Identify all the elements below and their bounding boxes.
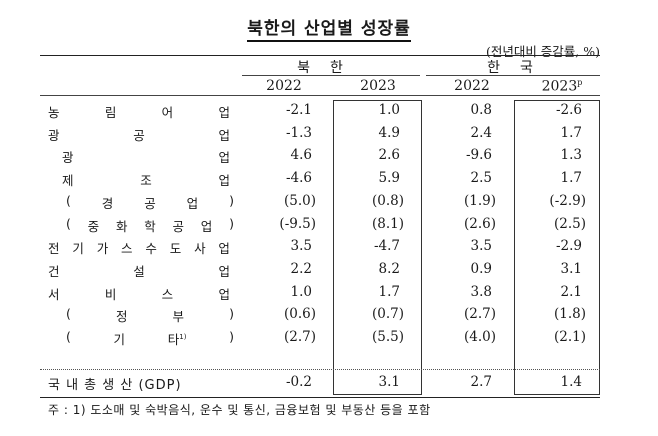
cell-sk-2022: (2.6) [463,215,496,232]
cell-sk-2023: -2.6 [555,102,582,118]
cell-nk-2023: (8.1) [371,215,404,232]
group-header-north-korea: 북한 [297,60,363,76]
footnote: 주 : 1) 도소매 및 숙박음식, 운수 및 통신, 금융보험 및 부동산 등… [48,403,431,417]
row-label: (정 부) [66,306,234,325]
table-row: 건 설 업 2.2 8.2 0.9 3.1 [40,261,600,283]
gdp-separator [40,369,600,370]
cell-sk-2022: (4.0) [463,329,496,345]
cell-sk-2023: (2.5) [553,215,586,232]
cell-nk-2023: 5.9 [378,170,400,187]
row-label: (중 화 학 공 업) [66,215,234,234]
year-nk-2023: 2023 [360,78,396,94]
cell-sk-2023: 1.3 [560,147,582,164]
cell-sk-2023: 3.1 [560,260,582,277]
cell-sk-2022: 3.8 [470,283,492,300]
table-row: 광 업 4.6 2.6 -9.6 1.3 [40,147,600,169]
cell-nk-2022: 2.2 [290,260,312,277]
highlight-box-nk-2023 [333,100,422,395]
cell-nk-2023: (0.7) [371,306,404,323]
year-nk-2022: 2022 [266,78,302,94]
cell-nk-2023: 1.0 [378,102,400,118]
gdp-sk-2023: 1.4 [560,374,582,390]
gdp-nk-2023: 3.1 [378,374,400,390]
cell-nk-2023: 4.9 [378,124,400,141]
cell-sk-2023: 2.1 [560,283,582,300]
cell-sk-2022: -9.6 [465,147,492,164]
cell-sk-2022: 2.4 [470,124,492,141]
table-row: 전 기 가 스 수 도 사 업 3.5 -4.7 3.5 -2.9 [40,238,600,260]
cell-nk-2023: 2.6 [378,147,400,164]
group-rule-south [426,75,600,76]
cell-sk-2023: -2.9 [555,238,582,255]
group-rule-north [242,75,420,76]
gdp-sk-2022: 2.7 [470,374,492,390]
gdp-label: 국 내 총 생 산 (GDP) [48,378,182,393]
table-row: (중 화 학 공 업) (-9.5) (8.1) (2.6) (2.5) [40,216,600,238]
gdp-row: 국 내 총 생 산 (GDP) -0.2 3.1 2.7 1.4 [40,374,600,396]
cell-nk-2023: (5.5) [371,329,404,345]
cell-sk-2023: 1.7 [560,170,582,187]
table-row: 농 림 어 업 -2.1 1.0 0.8 -2.6 [40,102,600,124]
row-label: (경 공 업) [66,192,234,211]
cell-nk-2022: (2.7) [283,329,316,345]
year-sk-2022: 2022 [454,78,490,94]
cell-nk-2023: 8.2 [378,260,400,277]
year-sk-2023: 2023p [541,78,583,95]
cell-sk-2022: 3.5 [470,238,492,255]
table-row: (경 공 업) (5.0) (0.8) (1.9) (-2.9) [40,193,600,215]
cell-nk-2022: (5.0) [283,192,316,209]
cell-sk-2022: 0.8 [470,102,492,118]
cell-sk-2023: (1.8) [553,306,586,323]
cell-sk-2022: (2.7) [463,306,496,323]
table-row: 제 조 업 -4.6 5.9 2.5 1.7 [40,170,600,192]
cell-nk-2022: (0.6) [283,306,316,323]
cell-nk-2023: (0.8) [371,192,404,209]
cell-sk-2022: 2.5 [470,170,492,187]
cell-nk-2022: 3.5 [290,238,312,255]
cell-nk-2022: -4.6 [285,170,312,187]
gdp-nk-2022: -0.2 [285,374,312,390]
cell-sk-2023: 1.7 [560,124,582,141]
cell-nk-2022: -2.1 [285,102,312,118]
table-row: 서 비 스 업 1.0 1.7 3.8 2.1 [40,284,600,306]
cell-sk-2023: (2.1) [553,329,586,345]
cell-nk-2022: -1.3 [285,124,312,141]
cell-sk-2022: (1.9) [463,192,496,209]
cell-nk-2022: (-9.5) [279,215,316,232]
top-rule [40,55,600,56]
group-header-south-korea: 한국 [487,60,553,76]
table-row: (정 부) (0.6) (0.7) (2.7) (1.8) [40,306,600,328]
cell-sk-2022: 0.9 [470,260,492,277]
row-label: (기 타1)) [66,329,234,347]
table-title: 북한의 산업별 성장률 [0,14,658,42]
cell-nk-2023: 1.7 [378,283,400,300]
cell-nk-2022: 4.6 [290,147,312,164]
cell-sk-2023: (-2.9) [549,192,586,209]
table-row: (기 타1)) (2.7) (5.5) (4.0) (2.1) [40,329,600,351]
highlight-box-sk-2023 [514,100,600,395]
bottom-rule [40,397,600,398]
header-bottom-rule [40,95,600,96]
table-row: 광 공 업 -1.3 4.9 2.4 1.7 [40,125,600,147]
cell-nk-2022: 1.0 [290,283,312,300]
cell-nk-2023: -4.7 [373,238,400,255]
